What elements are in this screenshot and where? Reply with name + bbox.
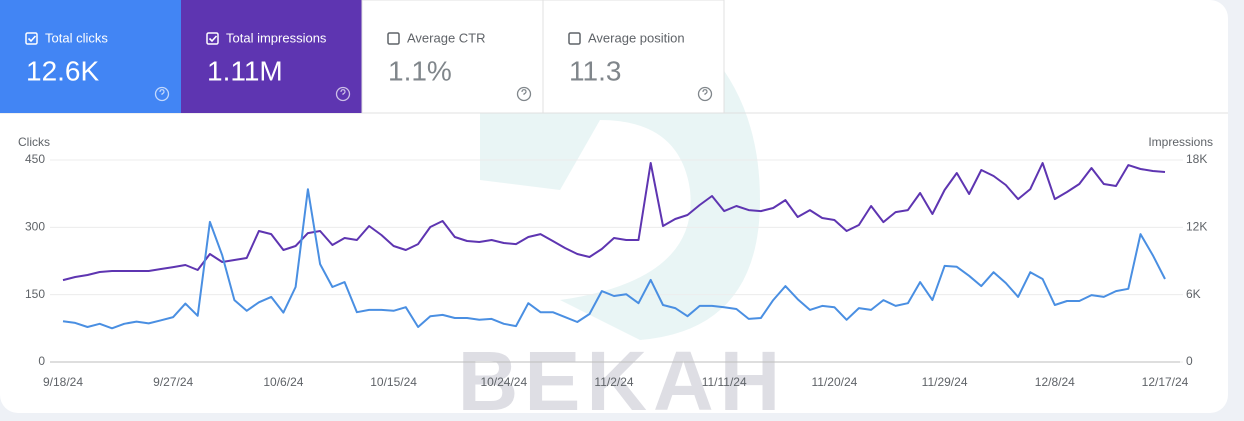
card-value: 1.1% [388,55,452,86]
series-line [62,188,1166,330]
help-mark [702,89,708,95]
x-tick-label: 10/6/24 [263,375,303,389]
card-value: 12.6K [26,55,99,86]
metric-card[interactable]: Average CTR 1.1% [361,0,544,114]
help-mark [159,89,165,95]
x-tick-label: 11/29/24 [922,375,968,389]
y2-axis-title: Impressions [1148,135,1213,149]
metric-card[interactable]: Total clicks 12.6K [0,0,181,113]
card-label: Total impressions [226,30,327,45]
checkmark [27,35,37,43]
card-background [361,0,544,114]
checkbox[interactable] [206,32,219,45]
checkbox[interactable] [568,32,581,45]
card-background [0,0,181,113]
checkmark [208,35,218,43]
y-axis-title: Clicks [18,135,50,149]
x-tick-label: 10/15/24 [370,375,417,389]
y2-tick-label: 18K [1186,152,1207,166]
x-tick-label: 11/20/24 [811,375,857,389]
y2-tick-label: 6K [1186,287,1201,301]
x-tick-label: 12/17/24 [1142,375,1189,389]
card-value: 1.11M [207,55,283,86]
help-icon[interactable] [335,86,351,102]
help-icon[interactable] [516,86,532,102]
y-tick-label: 0 [38,354,45,368]
y2-tick-label: 0 [1186,354,1193,368]
card-label: Average CTR [407,30,486,45]
x-tick-label: 11/2/24 [594,375,633,389]
help-mark [521,89,527,95]
x-tick-label: 9/18/24 [43,375,83,389]
x-tick-label: 9/27/24 [153,375,193,389]
y2-tick-label: 12K [1186,220,1207,234]
checkbox[interactable] [25,32,38,45]
help-icon[interactable] [154,86,170,102]
card-label: Total clicks [45,30,108,45]
x-tick-label: 11/11/24 [702,375,747,389]
series-line [62,162,1166,282]
help-icon[interactable] [697,86,713,102]
watermark-text: BEKAH [458,334,787,421]
help-mark [340,89,346,95]
checkbox[interactable] [387,32,400,45]
metric-card[interactable]: Total impressions 1.11M [181,0,362,113]
y-tick-label: 150 [25,287,45,301]
card-background [181,0,362,113]
y-tick-label: 450 [25,152,45,166]
y-tick-label: 300 [25,220,45,234]
x-tick-label: 10/24/24 [480,375,527,389]
card-label: Average position [588,30,685,45]
metric-card[interactable]: Average position 11.3 [542,0,725,114]
card-background [542,0,725,114]
card-value: 11.3 [569,55,621,86]
x-tick-label: 12/8/24 [1035,375,1075,389]
